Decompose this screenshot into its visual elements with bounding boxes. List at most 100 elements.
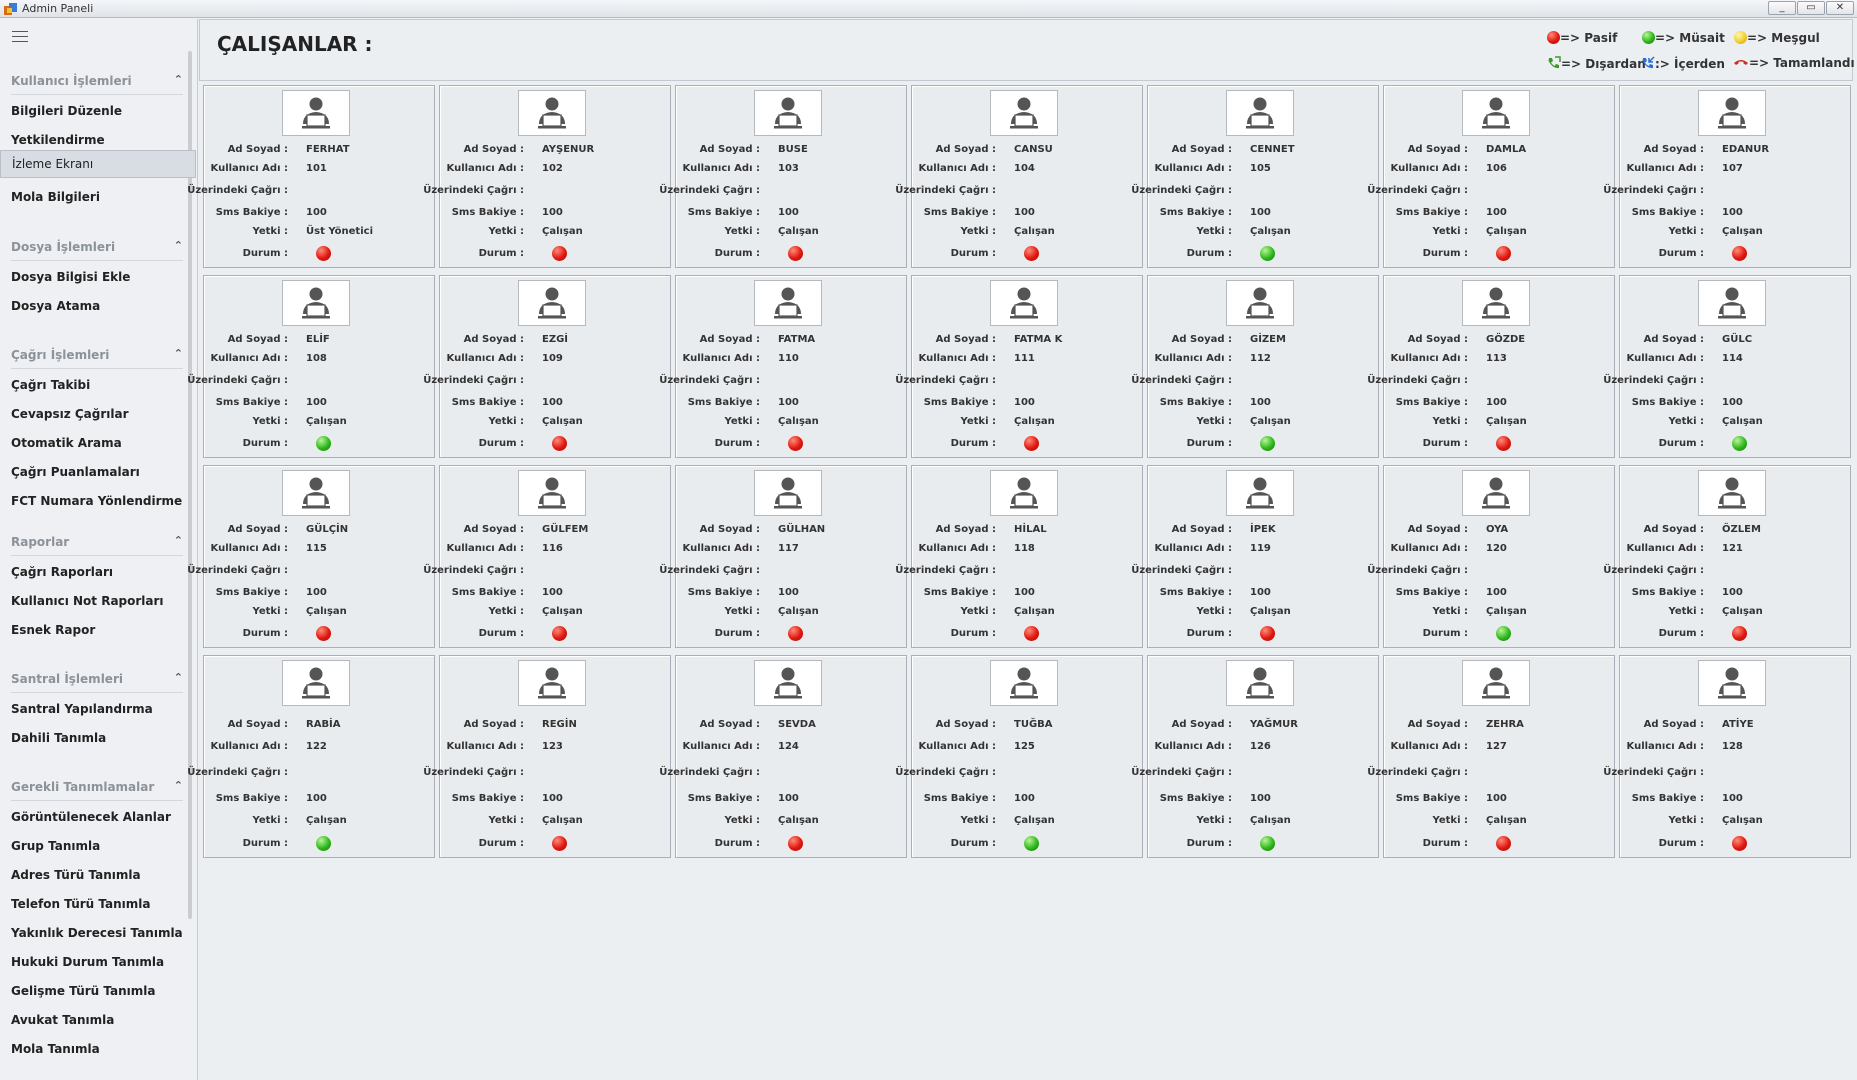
field-label-status: Durum : xyxy=(1658,628,1704,639)
sidebar-group-header[interactable]: Çağrı İşlemleri ⌃ xyxy=(11,347,183,362)
field-value-sms: 100 xyxy=(1486,207,1507,218)
sidebar-group-header[interactable]: Santral İşlemleri ⌃ xyxy=(11,671,183,686)
collapse-chevron-icon[interactable]: ⌃ xyxy=(173,239,183,252)
sidebar-item[interactable]: Mola Tanımla xyxy=(11,1042,100,1056)
field-label-name: Ad Soyad : xyxy=(227,144,288,155)
employee-card[interactable]: Ad Soyad : ÖZLEM Kullanıcı Adı : 121 Üzerind… xyxy=(1603,465,1851,648)
field-value-sms: 100 xyxy=(542,207,563,218)
employee-card[interactable]: Ad Soyad : RABİA Kullanıcı Adı : 122 Üzerind… xyxy=(187,655,435,858)
field-label-sms: Sms Bakiye : xyxy=(687,793,760,804)
sidebar-item[interactable]: Otomatik Arama xyxy=(11,436,122,450)
employee-card[interactable]: Ad Soyad : DAMLA Kullanıcı Adı : 106 Üzerind… xyxy=(1367,85,1615,268)
user-avatar-icon xyxy=(754,90,822,136)
field-label-role: Yetki : xyxy=(1196,815,1232,826)
employee-card[interactable]: Ad Soyad : ATİYE Kullanıcı Adı : 128 Üzerind… xyxy=(1603,655,1851,858)
sidebar-item[interactable]: FCT Numara Yönlendirme xyxy=(11,494,183,508)
collapse-chevron-icon[interactable]: ⌃ xyxy=(173,671,183,684)
sidebar-item[interactable]: Santral Yapılandırma xyxy=(11,702,153,716)
sidebar-item[interactable]: Dahili Tanımla xyxy=(11,731,107,745)
employee-card[interactable]: Ad Soyad : TUĞBA Kullanıcı Adı : 125 Üzerind… xyxy=(895,655,1143,858)
field-label-call: Üzerindeki Çağrı : xyxy=(1603,185,1704,196)
user-avatar-icon xyxy=(518,280,586,326)
sidebar-group-header[interactable]: Raporlar ⌃ xyxy=(11,534,183,549)
employee-card[interactable]: Ad Soyad : AYŞENUR Kullanıcı Adı : 102 Üzeri… xyxy=(423,85,671,268)
field-label-username: Kullanıcı Adı : xyxy=(1390,741,1469,752)
field-value-sms: 100 xyxy=(1722,587,1743,598)
legend-outgoing: => Dışardan xyxy=(1546,56,1646,71)
field-value-name: GÜLÇİN xyxy=(306,524,349,535)
hamburger-menu-icon[interactable] xyxy=(12,31,28,43)
field-label-status: Durum : xyxy=(714,838,760,849)
sidebar-item[interactable]: Dosya Bilgisi Ekle xyxy=(11,270,131,284)
field-label-status: Durum : xyxy=(1658,438,1704,449)
sidebar-item[interactable]: Adres Türü Tanımla xyxy=(11,868,141,882)
sidebar-item[interactable]: Görüntülenecek Alanlar xyxy=(11,810,171,824)
employee-card[interactable]: Ad Soyad : BUSE Kullanıcı Adı : 103 Üzerinde… xyxy=(659,85,907,268)
sidebar-item[interactable]: Esnek Rapor xyxy=(11,623,96,637)
sidebar-item[interactable]: Dosya Atama xyxy=(11,299,101,313)
sidebar-item[interactable]: Çağrı Takibi xyxy=(11,378,91,392)
field-value-name: RABİA xyxy=(306,719,341,730)
sidebar-scrollbar[interactable] xyxy=(188,51,192,919)
sidebar-item[interactable]: Cevapsız Çağrılar xyxy=(11,407,129,421)
employee-card[interactable]: Ad Soyad : GÖZDE Kullanıcı Adı : 113 Üzerind… xyxy=(1367,275,1615,458)
employee-card[interactable]: Ad Soyad : İPEK Kullanıcı Adı : 119 Üzerinde… xyxy=(1131,465,1379,648)
sidebar-item[interactable]: Yetkilendirme xyxy=(11,133,105,147)
minimize-button[interactable]: _ xyxy=(1768,1,1796,15)
sidebar-item[interactable]: Çağrı Raporları xyxy=(11,565,114,579)
field-value-role: Çalışan xyxy=(1722,416,1763,427)
group-divider xyxy=(11,94,183,95)
sidebar-item[interactable]: Mola Bilgileri xyxy=(11,190,100,204)
sidebar-item[interactable]: Gelişme Türü Tanımla xyxy=(11,984,156,998)
employee-card[interactable]: Ad Soyad : ELİF Kullanıcı Adı : 108 Üzerinde… xyxy=(187,275,435,458)
field-label-name: Ad Soyad : xyxy=(1171,524,1232,535)
sidebar-item[interactable]: Bilgileri Düzenle xyxy=(11,104,122,118)
close-button[interactable]: ✕ xyxy=(1826,1,1854,15)
employee-card[interactable]: Ad Soyad : EDANUR Kullanıcı Adı : 107 Üzerin… xyxy=(1603,85,1851,268)
restore-button[interactable]: ▭ xyxy=(1797,1,1825,15)
sidebar-item[interactable]: Kullanıcı Not Raporları xyxy=(11,594,164,608)
employee-card[interactable]: Ad Soyad : GÜLÇİN Kullanıcı Adı : 115 Üzerin… xyxy=(187,465,435,648)
employee-card[interactable]: Ad Soyad : FATMA Kullanıcı Adı : 110 Üzerind… xyxy=(659,275,907,458)
red-status-dot-icon xyxy=(316,626,331,641)
sidebar-item[interactable]: Telefon Türü Tanımla xyxy=(11,897,151,911)
sidebar-item-active[interactable]: İzleme Ekranı xyxy=(0,150,196,178)
employee-card[interactable]: Ad Soyad : ZEHRA Kullanıcı Adı : 127 Üzerind… xyxy=(1367,655,1615,858)
sidebar-group-header[interactable]: Kullanıcı İşlemleri ⌃ xyxy=(11,73,183,88)
sidebar-item[interactable]: Hukuki Durum Tanımla xyxy=(11,955,165,969)
employee-card[interactable]: Ad Soyad : OYA Kullanıcı Adı : 120 Üzerindek… xyxy=(1367,465,1615,648)
field-label-status: Durum : xyxy=(1186,438,1232,449)
red-status-dot-icon xyxy=(1496,836,1511,851)
field-label-sms: Sms Bakiye : xyxy=(923,397,996,408)
sidebar-item[interactable]: Çağrı Puanlamaları xyxy=(11,465,140,479)
sidebar-group-header[interactable]: Dosya İşlemleri ⌃ xyxy=(11,239,183,254)
collapse-chevron-icon[interactable]: ⌃ xyxy=(173,779,183,792)
employee-card[interactable]: Ad Soyad : FATMA K Kullanıcı Adı : 111 Üzeri… xyxy=(895,275,1143,458)
sidebar-item[interactable]: Avukat Tanımla xyxy=(11,1013,115,1027)
collapse-chevron-icon[interactable]: ⌃ xyxy=(173,73,183,86)
employee-card[interactable]: Ad Soyad : CENNET Kullanıcı Adı : 105 Üzerin… xyxy=(1131,85,1379,268)
field-value-username: 120 xyxy=(1486,543,1507,554)
employee-card[interactable]: Ad Soyad : GÜLFEM Kullanıcı Adı : 116 Üzerin… xyxy=(423,465,671,648)
collapse-chevron-icon[interactable]: ⌃ xyxy=(173,347,183,360)
sidebar-item[interactable]: Grup Tanımla xyxy=(11,839,101,853)
employee-card[interactable]: Ad Soyad : EZGİ Kullanıcı Adı : 109 Üzerinde… xyxy=(423,275,671,458)
sidebar-group-header[interactable]: Gerekli Tanımlamalar ⌃ xyxy=(11,779,183,794)
employee-card[interactable]: Ad Soyad : GÜLC Kullanıcı Adı : 114 Üzerinde… xyxy=(1603,275,1851,458)
employee-card[interactable]: Ad Soyad : YAĞMUR Kullanıcı Adı : 126 Üzerin… xyxy=(1131,655,1379,858)
field-value-sms: 100 xyxy=(1250,207,1271,218)
collapse-chevron-icon[interactable]: ⌃ xyxy=(173,534,183,547)
employee-card[interactable]: Ad Soyad : HİLAL Kullanıcı Adı : 118 Üzerind… xyxy=(895,465,1143,648)
employee-card[interactable]: Ad Soyad : FERHAT Kullanıcı Adı : 101 Üzerin… xyxy=(187,85,435,268)
employee-card[interactable]: Ad Soyad : GİZEM Kullanıcı Adı : 112 Üzerind… xyxy=(1131,275,1379,458)
employee-card[interactable]: Ad Soyad : CANSU Kullanıcı Adı : 104 Üzerind… xyxy=(895,85,1143,268)
field-label-name: Ad Soyad : xyxy=(463,144,524,155)
employee-card[interactable]: Ad Soyad : GÜLHAN Kullanıcı Adı : 117 Üzerin… xyxy=(659,465,907,648)
employee-card[interactable]: Ad Soyad : SEVDA Kullanıcı Adı : 124 Üzerind… xyxy=(659,655,907,858)
employee-card[interactable]: Ad Soyad : REGİN Kullanıcı Adı : 123 Üzerind… xyxy=(423,655,671,858)
field-label-role: Yetki : xyxy=(1196,416,1232,427)
legend-completed: => Tamamlandı xyxy=(1733,56,1855,70)
field-value-role: Çalışan xyxy=(1014,416,1055,427)
sidebar-item[interactable]: Yakınlık Derecesi Tanımla xyxy=(11,926,183,940)
window-titlebar: Admin Paneli _ ▭ ✕ xyxy=(0,0,1857,18)
